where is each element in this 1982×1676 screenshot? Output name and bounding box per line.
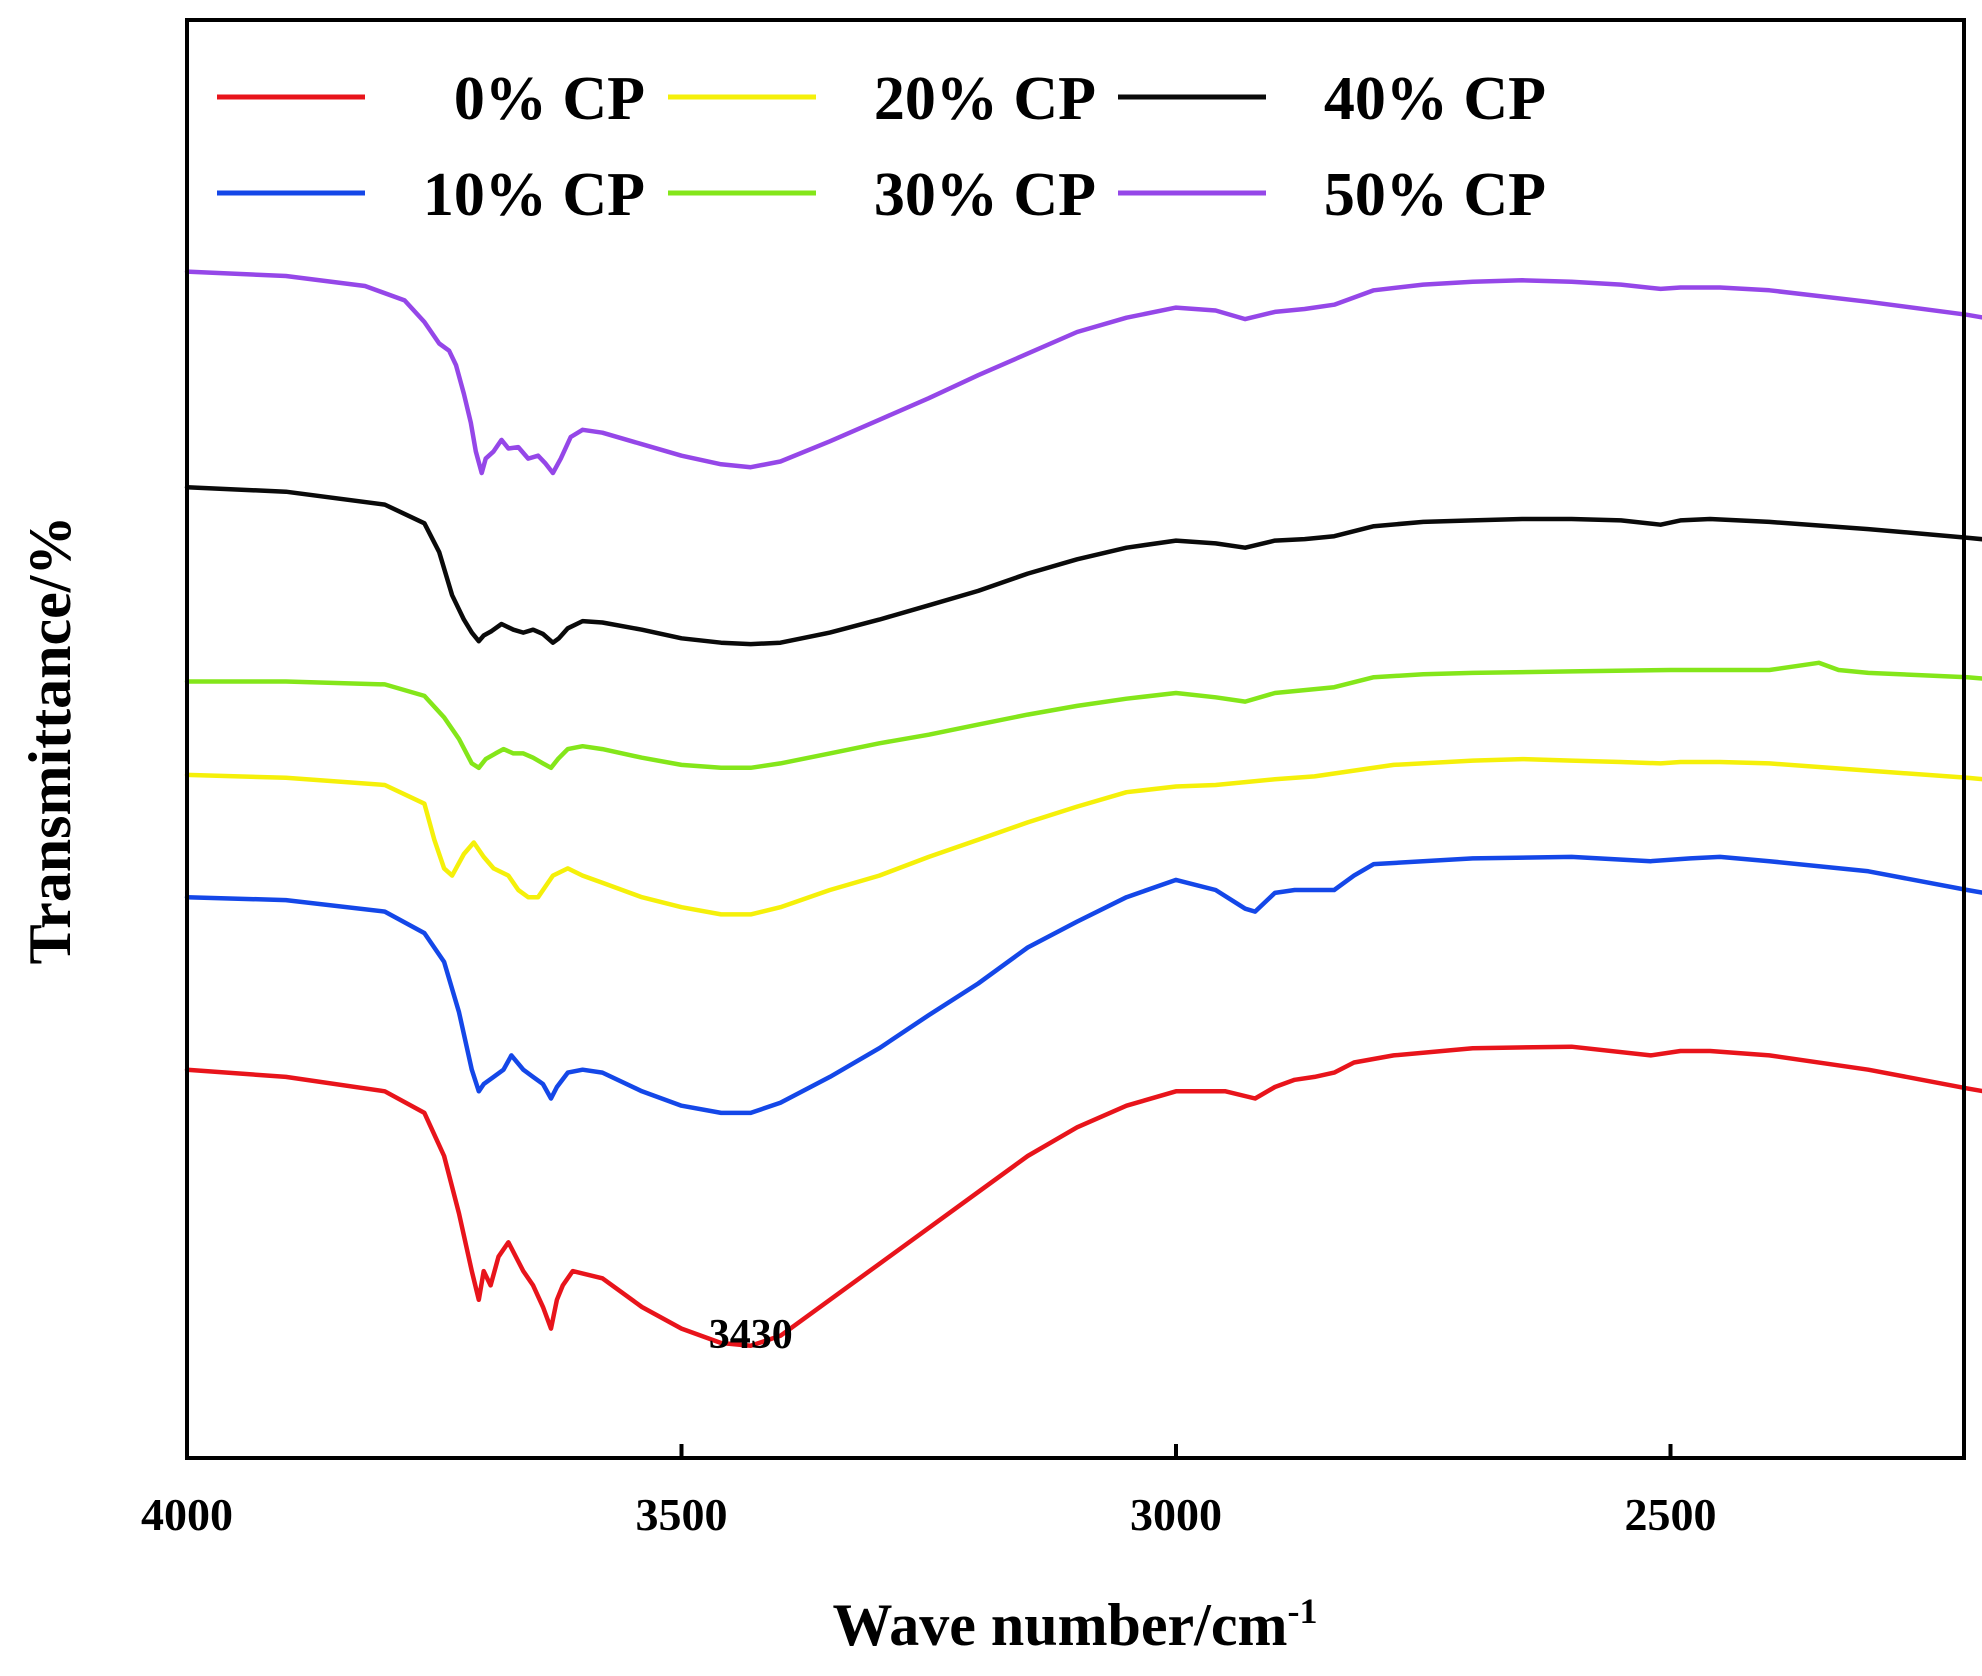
- legend-label-5: 50% CP: [1324, 161, 1546, 229]
- y-axis-title: Transmittance/%: [17, 516, 83, 965]
- x-axis-title-superscript: -1: [1287, 1591, 1317, 1631]
- legend-label-0: 0% CP: [454, 65, 645, 133]
- x-axis-title: Wave number/cm-1: [833, 1591, 1318, 1658]
- x-tick-label-1: 3500: [636, 1489, 728, 1540]
- peak-annotations: 3430163014501040878: [709, 1312, 793, 1358]
- series-line-1: [184, 854, 1982, 1116]
- legend: 0% CP 20% CP 40% CP 10% CP 30% CP 50% CP: [217, 65, 1546, 229]
- series-layer: [184, 269, 1982, 1349]
- x-axis-title-text: Wave number/cm: [833, 1592, 1288, 1658]
- series-line-4: [184, 485, 1982, 647]
- x-tick-label-0: 4000: [141, 1489, 233, 1540]
- series-line-5: [184, 269, 1982, 476]
- plot-frame: [185, 18, 1966, 1460]
- series-line-2: [184, 756, 1982, 917]
- legend-label-1: 10% CP: [423, 161, 645, 229]
- legend-label-2: 20% CP: [874, 65, 1096, 133]
- legend-label-3: 30% CP: [874, 161, 1096, 229]
- series-line-0: [184, 1044, 1982, 1349]
- x-axis-ticks: 4000350030002500200015001000500: [141, 1444, 1717, 1540]
- annotation-3430: 3430: [709, 1312, 793, 1358]
- x-tick-label-3: 2500: [1625, 1489, 1717, 1540]
- x-tick-label-2: 3000: [1130, 1489, 1222, 1540]
- legend-label-4: 40% CP: [1324, 65, 1546, 133]
- series-line-3: [184, 660, 1982, 771]
